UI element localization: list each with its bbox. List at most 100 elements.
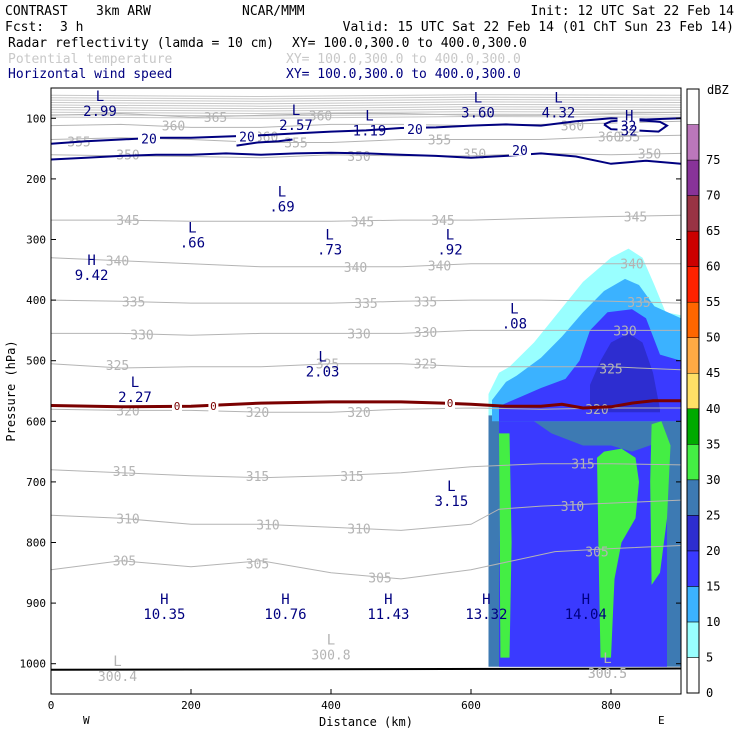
reflectivity-region xyxy=(650,421,671,585)
extremum-letter: H xyxy=(582,592,590,608)
theta-contour-label: 350 xyxy=(463,147,486,162)
field-3-name: Horizontal wind speed xyxy=(8,67,172,82)
extremum-letter: H xyxy=(87,253,95,269)
extremum-letter: L xyxy=(554,90,562,106)
theta-contour-label: 305 xyxy=(368,572,391,587)
zero-isotherm-label: 0 xyxy=(210,400,217,413)
theta-contour-label: 335 xyxy=(354,297,377,312)
theta-contour-label: 360 xyxy=(309,109,332,124)
extremum-letter: L xyxy=(318,350,326,366)
theta-extremum-value: 300.4 xyxy=(98,670,137,685)
theta-contour-label: 330 xyxy=(347,327,370,342)
theta-contour-label: 325 xyxy=(414,358,437,373)
theta-contour xyxy=(51,407,681,413)
extremum-value: 2.57 xyxy=(279,118,313,134)
colorbar: 0 5 10 15 20 25 30 35 40 45 50 55 60 65 70 75 xyxy=(686,88,720,700)
wind-label-bg xyxy=(138,130,160,145)
x-tick-label: 0 xyxy=(48,699,55,712)
theta-contour xyxy=(51,257,681,268)
theta-contour-label: 330 xyxy=(414,326,437,341)
x-tick-label: 800 xyxy=(601,699,621,712)
extremum-value: .69 xyxy=(269,199,294,215)
theta-contour-label: 325 xyxy=(316,358,339,373)
theta-contour-label: 310 xyxy=(256,518,279,533)
extremum-value: 11.43 xyxy=(367,607,409,623)
theta-contour-label: 310 xyxy=(116,512,139,527)
extremum-value: 4.32 xyxy=(542,105,576,121)
theta-contour xyxy=(51,98,681,102)
ground-line xyxy=(51,667,681,671)
theta-contour xyxy=(51,106,681,110)
wind-contour-label: 20 xyxy=(239,130,255,145)
extremum-value: 2.99 xyxy=(83,104,117,120)
theta-contour xyxy=(51,103,681,107)
extremum-letter: L xyxy=(446,227,454,243)
colorbar-swatch xyxy=(686,159,700,196)
theta-contour-label: 345 xyxy=(624,210,647,225)
theta-contour-label: 335 xyxy=(414,295,437,310)
theta-contour-label: 315 xyxy=(571,458,594,473)
extremum-letter: H xyxy=(482,592,490,608)
zero-label-bg xyxy=(172,400,182,413)
theta-contour-label: 305 xyxy=(246,558,269,573)
theta-contour-label: 360 xyxy=(162,120,185,135)
extremum-value: 2.03 xyxy=(306,365,340,381)
extremum-value: 10.76 xyxy=(264,607,306,623)
zero-isotherm-label: 0 xyxy=(447,397,454,410)
wind-contour-label: 20 xyxy=(141,132,157,147)
east-label: E xyxy=(658,714,665,727)
colorbar-tick-label: 0 xyxy=(706,686,713,700)
colorbar-tick-label: 20 xyxy=(706,544,720,558)
colorbar-tick-label: 10 xyxy=(706,615,720,629)
colorbar-swatch xyxy=(686,301,700,338)
theta-contour xyxy=(51,111,681,115)
plot-frame xyxy=(50,87,682,695)
colorbar-tick-label: 60 xyxy=(706,260,720,274)
reflectivity-region xyxy=(597,448,639,658)
x-axis-label: Distance (km) xyxy=(319,715,413,729)
y-tick-label: 900 xyxy=(26,597,46,610)
colorbar-tick-label: 45 xyxy=(706,366,720,380)
theta-contour-label: 300.5 xyxy=(588,667,627,682)
extremum-letter: H xyxy=(281,592,289,608)
reflectivity-layer xyxy=(488,248,681,667)
theta-contour-label: 345 xyxy=(431,214,454,229)
theta-contour-label: 335 xyxy=(122,295,145,310)
colorbar-swatch xyxy=(686,195,700,232)
wind-label-bg xyxy=(236,128,258,143)
theta-contour-label: 330 xyxy=(130,329,153,344)
theta-contour-label: 320 xyxy=(585,403,608,418)
chart-header: CONTRAST 3km ARW NCAR/MMM Init: 12 UTC S… xyxy=(5,4,734,82)
colorbar-tick-label: 55 xyxy=(706,295,720,309)
y-tick-label: 1000 xyxy=(20,658,47,671)
theta-contour-label: 340 xyxy=(106,255,129,270)
x-tick-label: 400 xyxy=(321,699,341,712)
theta-contour-label: 330 xyxy=(613,324,636,339)
theta-extremum-letter: L xyxy=(327,633,335,649)
model-name: CONTRAST xyxy=(5,4,68,19)
colorbar-swatch xyxy=(686,621,700,658)
theta-contour-label: 355 xyxy=(284,137,307,152)
extremum-value: .08 xyxy=(502,316,527,332)
extremum-letter: L xyxy=(447,479,455,495)
theta-contour-label: 340 xyxy=(344,261,367,276)
theta-contour xyxy=(51,363,681,371)
theta-contour xyxy=(51,115,681,119)
colorbar-tick-label: 25 xyxy=(706,508,720,522)
field-1-name: Radar reflectivity (lamda = 10 cm) xyxy=(8,36,274,51)
wind-contour-label: 20 xyxy=(407,123,423,138)
theta-contour-label: 305 xyxy=(585,546,608,561)
extremum-letter: H xyxy=(625,109,633,125)
colorbar-swatch xyxy=(686,479,700,516)
y-tick-label: 500 xyxy=(26,355,46,368)
theta-contour-label: 355 xyxy=(617,130,640,145)
theta-contour xyxy=(51,545,681,580)
west-label: W xyxy=(83,714,90,727)
y-tick-label: 200 xyxy=(26,173,46,186)
wind-label-bg xyxy=(509,141,531,156)
colorbar-swatch xyxy=(686,266,700,303)
theta-contour xyxy=(51,111,681,118)
